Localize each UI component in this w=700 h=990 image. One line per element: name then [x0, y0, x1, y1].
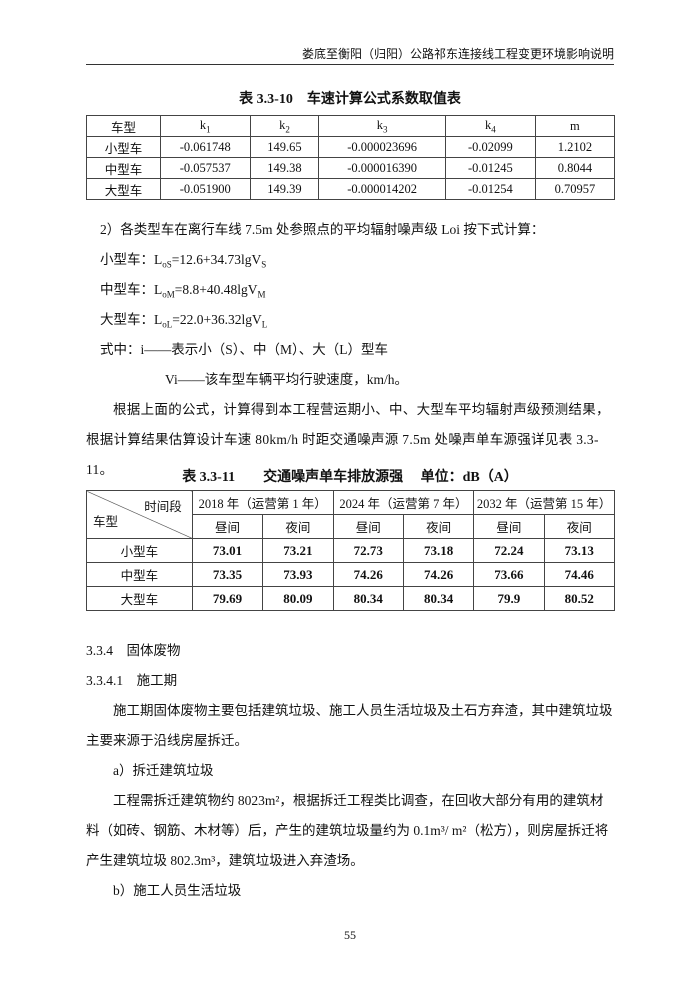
table-row: 大型车 -0.051900 149.39 -0.000014202 -0.01254 0.…	[86, 178, 616, 200]
table-row: 小型车 73.01 73.21 72.73 73.18 72.24 73.13	[86, 538, 616, 563]
value-cell: 72.24	[473, 538, 545, 563]
table-row: 中型车 73.35 73.93 74.26 74.26 73.66 74.46	[86, 562, 616, 587]
table-row: 小型车 -0.061748 149.65 -0.000023696 -0.02099 1.…	[86, 136, 616, 158]
corner-cell: 时间段车型	[86, 490, 193, 539]
value-cell: -0.02099	[445, 136, 536, 158]
where-line: Vi——该车型车辆平均行驶速度，km/h。	[165, 372, 408, 387]
vehicle-type-cell: 小型车	[86, 136, 161, 158]
year-header: 2032 年（运营第 15 年）	[473, 490, 615, 515]
period-header: 夜间	[262, 514, 334, 539]
where-line: 式中：i——表示小（S）、中（M）、大（L）型车	[100, 342, 389, 357]
value-cell: -0.01245	[445, 157, 536, 179]
value-cell: 73.35	[191, 562, 264, 587]
value-cell: -0.057537	[159, 157, 251, 179]
coefficient-table: 车型 k1 k2 k3 k4 m 小型车 -0.061748 149.65 -0.00…	[86, 115, 616, 200]
vehicle-type-cell: 小型车	[86, 538, 193, 563]
value-cell: -0.051900	[159, 178, 251, 200]
value-cell: -0.061748	[159, 136, 251, 158]
formula-large: 大型车：LoL=22.0+36.32lgVL	[100, 312, 268, 330]
paragraph: 工程需拆迁建筑物约 8023m²，根据拆迁工程类比调查，在回收大部分有用的建筑材…	[86, 793, 609, 868]
value-cell: 149.38	[249, 157, 320, 179]
value-cell: 0.70957	[534, 178, 616, 200]
value-cell: -0.000023696	[318, 136, 446, 158]
year-header: 2024 年（运营第 7 年）	[332, 490, 475, 515]
table-row: 大型车 79.69 80.09 80.34 80.34 79.9 80.52	[86, 586, 616, 611]
value-cell: 74.46	[543, 562, 616, 587]
paragraph: 施工期固体废物主要包括建筑垃圾、施工人员生活垃圾及土石方弃渣，其中建筑垃圾主要来…	[86, 703, 613, 748]
value-cell: 73.13	[543, 538, 616, 563]
value-cell: 149.65	[249, 136, 320, 158]
formula-small: 小型车：LoS=12.6+34.73lgVS	[100, 252, 267, 270]
value-cell: 80.52	[543, 586, 616, 611]
value-cell: 73.66	[473, 562, 545, 587]
table2-caption: 表 3.3-11 交通噪声单车排放源强 单位：dB（A）	[182, 470, 518, 485]
table-row: 中型车 -0.057537 149.38 -0.000016390 -0.01245 0.…	[86, 157, 616, 179]
header-cell: k1	[159, 115, 251, 137]
header-cell: k2	[249, 115, 320, 137]
item-heading: b）施工人员生活垃圾	[113, 883, 242, 898]
table1-caption: 表 3.3-10 车速计算公式系数取值表	[239, 92, 461, 107]
value-cell: -0.000014202	[318, 178, 446, 200]
noise-source-table: 时间段车型 2018 年（运营第 1 年） 2024 年（运营第 7 年） 20…	[86, 490, 616, 611]
corner-top: 时间段	[144, 500, 182, 514]
period-header: 夜间	[402, 514, 475, 539]
value-cell: -0.01254	[445, 178, 536, 200]
header-cell: 车型	[86, 115, 161, 137]
value-cell: 79.9	[473, 586, 545, 611]
value-cell: 73.21	[262, 538, 334, 563]
formula-medium: 中型车：LoM=8.8+40.48lgVM	[100, 282, 266, 300]
value-cell: 79.69	[191, 586, 264, 611]
section-heading: 3.3.4 固体废物	[86, 643, 181, 658]
header-cell: m	[534, 115, 616, 137]
paragraph: 根据上面的公式，计算得到本工程营运期小、中、大型车平均辐射声级预测结果，根据计算…	[86, 402, 610, 477]
value-cell: 149.39	[249, 178, 320, 200]
running-header: 娄底至衡阳（归阳）公路祁东连接线工程变更环境影响说明	[301, 47, 614, 61]
header-cell: k3	[318, 115, 446, 137]
header-rule	[86, 64, 614, 65]
period-header: 昼间	[191, 514, 264, 539]
value-cell: 73.93	[262, 562, 334, 587]
paragraph: 2）各类型车在离行车线 7.5m 处参照点的平均辐射噪声级 Loi 按下式计算：	[100, 222, 545, 237]
subsection-heading: 3.3.4.1 施工期	[86, 673, 178, 688]
value-cell: 80.34	[402, 586, 475, 611]
value-cell: 72.73	[332, 538, 404, 563]
value-cell: 73.18	[402, 538, 475, 563]
corner-bottom: 车型	[93, 515, 119, 529]
header-cell: k4	[445, 115, 536, 137]
item-heading: a）拆迁建筑垃圾	[113, 763, 214, 778]
page-number: 55	[344, 928, 356, 942]
vehicle-type-cell: 中型车	[86, 157, 161, 179]
value-cell: 80.34	[332, 586, 404, 611]
vehicle-type-cell: 大型车	[86, 178, 161, 200]
period-header: 昼间	[473, 514, 545, 539]
value-cell: 0.8044	[534, 157, 616, 179]
vehicle-type-cell: 大型车	[86, 586, 193, 611]
value-cell: 1.2102	[534, 136, 616, 158]
value-cell: 74.26	[402, 562, 475, 587]
period-header: 昼间	[332, 514, 404, 539]
period-header: 夜间	[543, 514, 616, 539]
value-cell: 80.09	[262, 586, 334, 611]
vehicle-type-cell: 中型车	[86, 562, 193, 587]
year-header: 2018 年（运营第 1 年）	[191, 490, 334, 515]
value-cell: -0.000016390	[318, 157, 446, 179]
value-cell: 73.01	[191, 538, 264, 563]
value-cell: 74.26	[332, 562, 404, 587]
